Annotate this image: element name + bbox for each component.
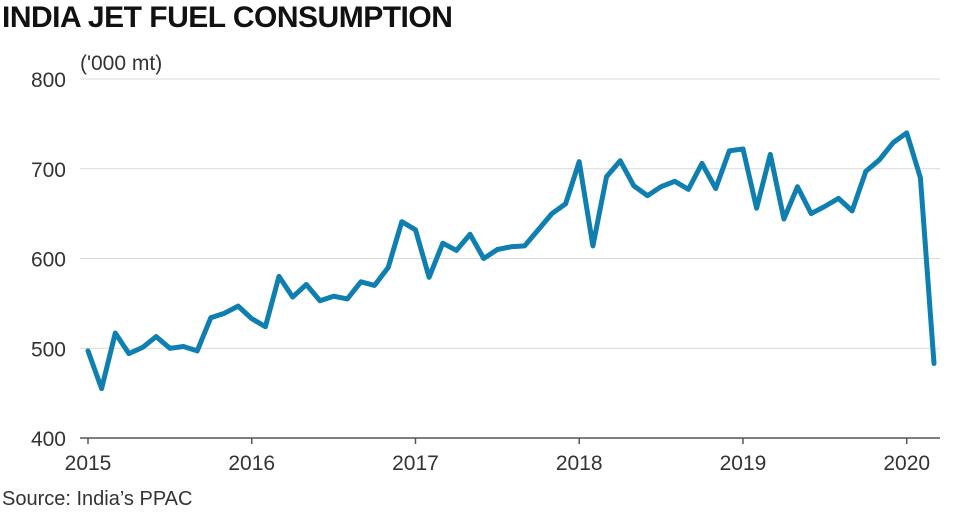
source-note: Source: India’s PPAC (2, 488, 193, 510)
y-tick-label: 600 (31, 249, 66, 272)
x-tick-label: 2018 (556, 452, 603, 475)
series-layer (85, 130, 937, 392)
chart-title: INDIA JET FUEL CONSUMPTION (2, 1, 453, 34)
series-line (85, 130, 937, 392)
y-axis-tick-labels: 400 500 600 700 800 (31, 69, 66, 451)
x-tick-label: 2019 (720, 452, 767, 475)
y-tick-label: 800 (31, 69, 66, 92)
y-axis-unit-label: ('000 mt) (80, 52, 162, 75)
x-tick-label: 2020 (883, 452, 930, 475)
x-axis-tick-labels: 2015 2016 2017 2018 2019 2020 (65, 438, 930, 475)
x-tick-label: 2017 (392, 452, 439, 475)
y-tick-label: 500 (31, 338, 66, 361)
y-tick-label: 400 (31, 428, 66, 451)
gridlines (80, 78, 940, 439)
y-tick-label: 700 (31, 159, 66, 182)
x-tick-label: 2015 (65, 452, 112, 475)
x-tick-label: 2016 (228, 452, 275, 475)
